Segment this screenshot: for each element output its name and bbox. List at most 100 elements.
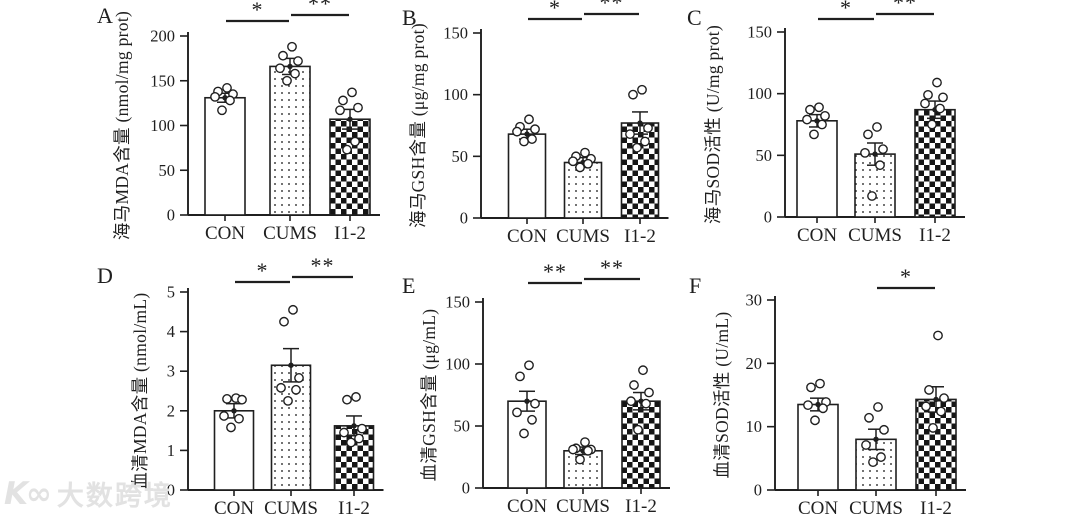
y-tick-label: 0 [462,479,470,498]
panel-C: 0 50 100 150 海马SOD活性 (U/mg prot) CON CUMS I1-2 *… [687,0,965,246]
data-point-CUMS [287,41,297,52]
data-point-CUMS [275,63,285,74]
significance-label: ** [600,0,624,15]
data-point-I1-2 [927,119,937,130]
y-tick-label: 100 [747,84,772,103]
category-label: CUMS [263,223,317,244]
data-point-CON [512,126,522,137]
y-tick-label: 2 [167,401,175,420]
mean-dot [347,116,353,122]
data-point-I1-2 [342,144,352,155]
data-point-I1-2 [928,423,938,433]
y-tick-label: 100 [443,85,468,104]
data-point-I1-2 [920,98,930,109]
data-point-I1-2 [938,92,948,103]
panel-letter: A [97,3,113,28]
category-label: CUMS [556,496,610,517]
data-point-I1-2 [339,427,349,438]
data-point-CON [809,129,819,140]
data-point-I1-2 [629,380,639,390]
y-tick-label: 150 [443,24,468,43]
data-point-I1-2 [335,105,345,116]
data-point-I1-2 [628,89,638,100]
data-point-CUMS [575,454,585,465]
y-axis-title: 海马GSH含量 (μg/mg prot) [408,23,428,228]
bar-CON [507,133,547,219]
mean-dot [933,396,939,403]
data-point-CUMS [879,424,889,435]
bar-CUMS [269,65,311,216]
y-tick-label: 3 [167,362,175,381]
y-tick-label: 4 [167,322,175,341]
data-point-I1-2 [350,136,360,147]
y-tick-label: 150 [445,293,470,312]
data-point-CON [817,119,827,130]
y-tick-label: 0 [167,206,175,225]
data-point-CON [219,411,229,421]
data-point-CON [519,136,529,147]
data-point-I1-2 [626,396,636,407]
panel-A: 0 50 100 150 200 海马MDA含量 (nmol/mg prot) CON CUM… [97,0,380,244]
data-point-CUMS [864,412,874,423]
y-tick-label: 0 [460,209,468,228]
data-point-CON [527,414,537,425]
significance-label: ** [543,259,567,284]
data-point-CUMS [583,158,593,169]
data-point-CON [217,105,227,116]
panel-F: 0 10 20 30 血清SOD活性 (U/mL) CON CUMS I1-2 * F [689,264,966,519]
data-point-CUMS [575,162,585,173]
data-point-CUMS [283,395,293,406]
category-label: I1-2 [919,225,951,246]
data-point-CON [815,378,825,389]
y-tick-label: 150 [747,23,772,42]
data-point-I1-2 [641,398,651,409]
data-point-I1-2 [346,437,356,448]
data-point-I1-2 [633,424,643,435]
data-point-CON [818,403,828,414]
data-point-CON [210,91,220,102]
significance-label: * [257,258,269,283]
data-point-CON [515,371,525,382]
mean-dot [873,436,879,443]
data-point-CUMS [873,402,883,412]
category-label: I1-2 [625,496,657,517]
category-label: CON [214,498,254,519]
panel-letter: F [689,273,701,298]
data-point-CUMS [872,122,882,132]
data-point-CON [524,114,534,125]
data-point-CON [225,95,235,106]
data-point-I1-2 [354,433,364,444]
panel-E: 0 50 100 150 血清GSH含量 (μg/mL) CON CUMS I1-2 ** ** E [402,255,670,517]
data-point-CUMS [867,191,877,201]
data-point-CUMS [294,373,304,383]
data-point-I1-2 [936,406,946,417]
data-point-CUMS [291,384,301,395]
y-tick-label: 5 [167,283,175,302]
y-tick-label: 50 [756,146,773,165]
data-point-CON [237,394,247,405]
category-label: CON [507,226,547,247]
data-point-I1-2 [632,142,642,153]
data-point-CUMS [863,129,873,140]
data-point-CUMS [875,160,885,171]
data-point-CON [810,415,820,426]
data-point-CUMS [876,452,886,462]
data-point-I1-2 [935,103,945,114]
data-point-CON [234,413,244,424]
y-tick-label: 10 [746,417,763,436]
y-tick-label: 50 [454,417,471,436]
data-point-I1-2 [644,387,654,398]
data-point-CON [805,104,815,115]
y-tick-label: 30 [746,291,763,310]
panel-letter: E [402,273,415,298]
y-tick-label: 0 [754,481,762,500]
category-label: CUMS [264,498,318,519]
category-label: CUMS [849,498,903,519]
category-label: CUMS [848,225,902,246]
data-point-CUMS [583,445,593,456]
significance-label: ** [308,0,332,16]
y-axis-title: 血清GSH含量 (μg/mL) [419,309,439,482]
significance-label: ** [600,255,624,280]
data-point-I1-2 [643,123,653,133]
